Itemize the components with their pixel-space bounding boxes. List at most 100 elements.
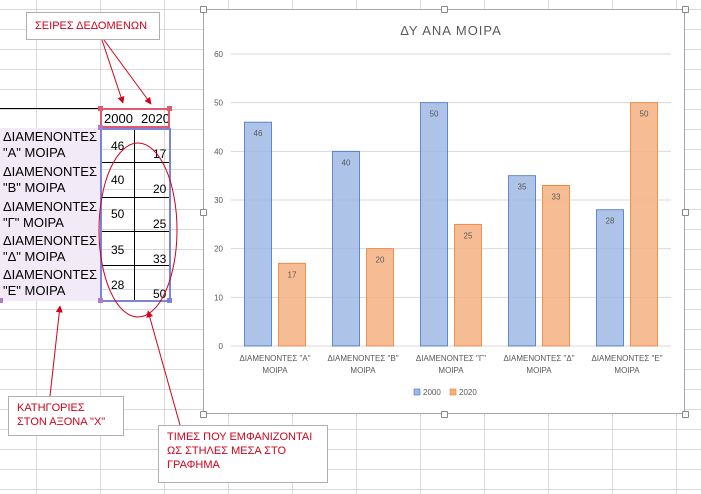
table-border [134, 128, 135, 301]
data-label-2020-4: 33 [552, 192, 561, 201]
resize-handle[interactable] [682, 6, 689, 13]
category-label-a[interactable]: ΔΙΑΜΕΝΟΝΤΕΣ "Α" ΜΟΙΡΑ [3, 129, 97, 161]
bar-2020-4 [542, 184, 570, 347]
series-arrow-2020 [103, 39, 152, 105]
header-top-border [0, 108, 100, 109]
bar-2000-2 [332, 150, 360, 347]
x-tick-label: ΔΙΑΜΕΝΟΝΤΕΣ "Γ" [416, 354, 486, 363]
resize-handle[interactable] [441, 411, 448, 418]
header-2020-text: 2020 [141, 111, 170, 126]
resize-handle[interactable] [200, 411, 207, 418]
x-tick-label: ΜΟΙΡΑ [262, 366, 288, 375]
resize-handle[interactable] [682, 208, 689, 216]
selection-handle[interactable] [0, 298, 3, 303]
y-tick-label: 30 [214, 196, 223, 205]
chart-title: ΔΥ ΑΝΑ ΜΟΙΡΑ [400, 23, 502, 38]
bar-2020-1 [278, 262, 306, 347]
bar-2020-2 [366, 248, 394, 347]
y-tick-label: 20 [214, 245, 223, 254]
data-label-2000-5: 28 [606, 217, 615, 226]
series-arrow-2000 [101, 39, 125, 104]
y-tick-label: 10 [214, 293, 223, 302]
series-callout-text: ΣΕΙΡΕΣ ΔΕΔΟΜΕΝΩΝ [35, 20, 148, 32]
chart-area[interactable]: ΔΥ ΑΝΑ ΜΟΙΡΑ 0 10 20 30 40 50 60 46 17 ΔΙΑΜΕΝΟΝΤΕΣ… [203, 9, 685, 414]
legend-swatch-2000 [413, 388, 421, 396]
category-label-b[interactable]: ΔΙΑΜΕΝΟΝΤΕΣ "Β" ΜΟΙΡΑ [3, 164, 97, 196]
value-2000-c[interactable]: 50 [111, 207, 125, 221]
table-border [100, 197, 170, 198]
data-label-2020-1: 17 [288, 270, 297, 279]
resize-handle[interactable] [682, 411, 689, 418]
categories-arrow [49, 305, 63, 397]
category-range[interactable] [0, 128, 100, 301]
values-callout-line2: ΩΣ ΣΤΗΛΕΣ ΜΕΣΑ ΣΤΟ [167, 445, 287, 457]
category-a-line1: ΔΙΑΜΕΝΟΝΤΕΣ [3, 129, 98, 144]
legend-swatch-2020 [449, 388, 457, 396]
category-a-line2: "Α" ΜΟΙΡΑ [3, 145, 66, 160]
data-label-2000-1: 46 [254, 129, 263, 138]
values-callout[interactable]: ΤΙΜΕΣ ΠΟΥ ΕΜΦΑΝΙΖΟΝΤΑΙ ΩΣ ΣΤΗΛΕΣ ΜΕΣΑ ΣΤ… [158, 425, 328, 483]
resize-handle[interactable] [441, 6, 448, 13]
bar-2000-4 [508, 175, 536, 347]
y-tick-label: 0 [219, 342, 224, 351]
x-tick-label: ΔΙΑΜΕΝΟΝΤΕΣ "Ε" [591, 354, 662, 363]
table-border [100, 162, 170, 163]
header-2000-cell[interactable]: 2000 [104, 111, 136, 129]
series-header-selection [100, 108, 170, 128]
selection-handle[interactable] [98, 125, 103, 130]
series-callout[interactable]: ΣΕΙΡΕΣ ΔΕΔΟΜΕΝΩΝ [26, 12, 160, 40]
table-border [100, 265, 170, 266]
selection-handle[interactable] [98, 106, 103, 111]
resize-handle[interactable] [200, 6, 207, 13]
value-2020-a[interactable]: 17 [153, 147, 167, 161]
resize-handle[interactable] [200, 208, 207, 216]
value-2000-b[interactable]: 40 [111, 173, 125, 187]
y-tick-label: 50 [214, 99, 223, 108]
data-label-2000-2: 40 [342, 158, 351, 167]
bar-2020-5 [630, 102, 658, 347]
data-label-2000-3: 50 [430, 110, 439, 119]
category-c-line2: "Γ" ΜΟΙΡΑ [3, 215, 64, 230]
value-2000-d[interactable]: 35 [111, 243, 125, 257]
categories-callout[interactable]: ΚΑΤΗΓΟΡΙΕΣ ΣΤΟΝ ΑΞΟΝΑ "Χ" [8, 396, 124, 436]
value-2000-a[interactable]: 46 [111, 139, 125, 153]
data-label-2020-3: 25 [464, 231, 473, 240]
x-tick-label: ΔΙΑΜΕΝΟΝΤΕΣ "Α" [239, 354, 310, 363]
data-label-2020-2: 20 [376, 256, 385, 265]
category-e-line1: ΔΙΑΜΕΝΟΝΤΕΣ [3, 267, 98, 282]
y-tick-label: 60 [214, 50, 223, 59]
selection-handle[interactable] [167, 298, 172, 303]
header-2020-cell[interactable]: 2020 [141, 111, 171, 129]
legend-label-2020: 2020 [459, 388, 477, 397]
selection-handle[interactable] [98, 298, 103, 303]
x-tick-label: ΔΙΑΜΕΝΟΝΤΕΣ "Β" [327, 354, 398, 363]
x-tick-label: ΜΟΙΡΑ [438, 366, 464, 375]
category-d-line2: "Δ" ΜΟΙΡΑ [3, 249, 66, 264]
data-label-2020-5: 50 [640, 110, 649, 119]
x-tick-label: ΜΟΙΡΑ [526, 366, 552, 375]
value-2020-c[interactable]: 25 [153, 217, 167, 231]
x-tick-label: ΔΙΑΜΕΝΟΝΤΕΣ "Δ" [503, 354, 574, 363]
header-2000-text: 2000 [104, 111, 133, 126]
bar-2000-1 [244, 121, 272, 347]
category-label-d[interactable]: ΔΙΑΜΕΝΟΝΤΕΣ "Δ" ΜΟΙΡΑ [3, 233, 97, 265]
x-tick-label: ΜΟΙΡΑ [614, 366, 640, 375]
value-2000-e[interactable]: 28 [111, 278, 125, 292]
values-arrow [146, 310, 181, 426]
value-2020-d[interactable]: 33 [153, 252, 167, 266]
category-b-line1: ΔΙΑΜΕΝΟΝΤΕΣ [3, 164, 98, 179]
column-chart: ΔΥ ΑΝΑ ΜΟΙΡΑ 0 10 20 30 40 50 60 46 17 ΔΙΑΜΕΝΟΝΤΕΣ… [214, 23, 671, 397]
values-callout-line1: ΤΙΜΕΣ ΠΟΥ ΕΜΦΑΝΙΖΟΝΤΑΙ [167, 431, 313, 443]
category-label-c[interactable]: ΔΙΑΜΕΝΟΝΤΕΣ "Γ" ΜΟΙΡΑ [3, 199, 97, 231]
values-selection [100, 128, 171, 302]
category-b-line2: "Β" ΜΟΙΡΑ [3, 180, 66, 195]
value-2020-b[interactable]: 20 [153, 182, 167, 196]
bar-2020-3 [454, 223, 482, 347]
y-tick-label: 40 [214, 147, 223, 156]
values-ellipse [98, 142, 178, 318]
category-d-line1: ΔΙΑΜΕΝΟΝΤΕΣ [3, 233, 98, 248]
category-label-e[interactable]: ΔΙΑΜΕΝΟΝΤΕΣ "Ε" ΜΟΙΡΑ [3, 267, 97, 299]
selection-handle[interactable] [167, 106, 172, 111]
categories-callout-line2: ΣΤΟΝ ΑΞΟΝΑ "Χ" [17, 416, 106, 428]
